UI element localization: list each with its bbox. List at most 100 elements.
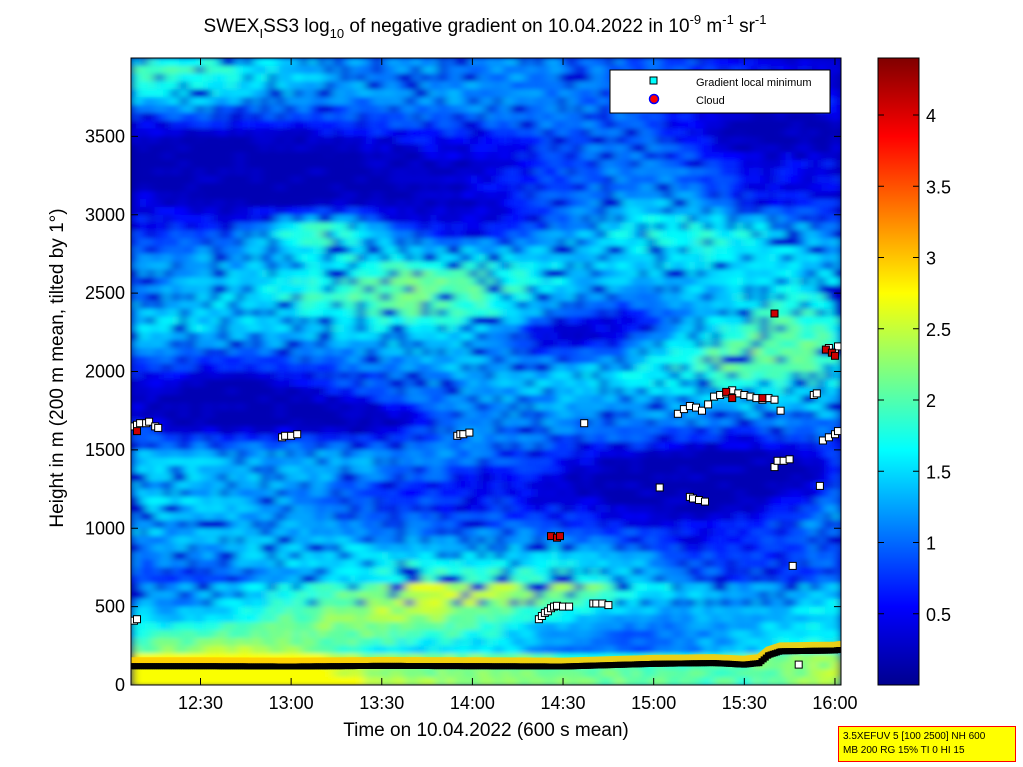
- heatmap-cell: [736, 120, 746, 130]
- heatmap-cell: [510, 97, 520, 107]
- heatmap-cell: [647, 293, 657, 302]
- heatmap-cell: [429, 473, 439, 483]
- heatmap-cell: [550, 191, 560, 201]
- heatmap-cell: [719, 418, 730, 428]
- heatmap-cell: [598, 332, 609, 342]
- heatmap-cell: [405, 269, 415, 279]
- heatmap-cell: [147, 58, 157, 67]
- heatmap-cell: [816, 222, 826, 232]
- heatmap-cell: [252, 434, 262, 444]
- heatmap-cell: [752, 426, 762, 436]
- heatmap-cell: [574, 496, 584, 506]
- heatmap-cell: [534, 167, 544, 177]
- heatmap-cell: [364, 230, 375, 240]
- heatmap-cell: [534, 347, 544, 357]
- heatmap-cell: [461, 253, 471, 263]
- heatmap-cell: [219, 347, 229, 357]
- heatmap-cell: [260, 308, 270, 318]
- heatmap-cell: [655, 473, 665, 483]
- heatmap-cell: [582, 340, 592, 349]
- heatmap-cell: [679, 473, 689, 483]
- heatmap-cell: [558, 418, 568, 428]
- heatmap-cell: [663, 206, 673, 216]
- heatmap-cell: [203, 112, 213, 122]
- heatmap-cell: [590, 293, 600, 302]
- heatmap-cell: [752, 222, 762, 232]
- heatmap-cell: [615, 418, 625, 428]
- heatmap-cell: [582, 442, 592, 451]
- heatmap-cell: [381, 65, 391, 75]
- heatmap-cell: [356, 285, 366, 295]
- heatmap-cell: [574, 387, 584, 397]
- heatmap-cell: [179, 418, 189, 428]
- heatmap-cell: [203, 395, 213, 404]
- heatmap-cell: [300, 89, 310, 99]
- heatmap-cell: [219, 418, 229, 428]
- heatmap-cell: [494, 285, 504, 295]
- heatmap-cell: [631, 308, 641, 318]
- heatmap-cell: [284, 340, 294, 349]
- heatmap-cell: [203, 261, 213, 271]
- heatmap-cell: [252, 97, 262, 107]
- heatmap-cell: [832, 465, 841, 475]
- heatmap-cell: [187, 426, 197, 436]
- heatmap-cell: [728, 277, 738, 287]
- heatmap-cell: [356, 332, 366, 342]
- heatmap-cell: [268, 363, 278, 373]
- heatmap-cell: [292, 442, 302, 451]
- heatmap-cell: [187, 277, 197, 287]
- heatmap-cell: [469, 434, 479, 444]
- heatmap-cell: [300, 308, 310, 318]
- heatmap-cell: [647, 261, 657, 271]
- heatmap-cell: [211, 277, 221, 287]
- heatmap-cell: [582, 300, 592, 310]
- heatmap-cell: [147, 128, 157, 138]
- heatmap-cell: [373, 89, 383, 99]
- heatmap-cell: [574, 238, 584, 248]
- heatmap-cell: [607, 269, 617, 279]
- heatmap-cell: [332, 159, 342, 169]
- heatmap-cell: [469, 449, 479, 459]
- heatmap-cell: [711, 489, 721, 498]
- heatmap-cell: [421, 300, 431, 310]
- heatmap-cell: [558, 128, 568, 138]
- heatmap-cell: [542, 128, 552, 138]
- heatmap-cell: [308, 293, 318, 302]
- heatmap-cell: [510, 379, 520, 389]
- heatmap-cell: [510, 426, 520, 436]
- heatmap-cell: [703, 449, 713, 459]
- heatmap-cell: [405, 285, 415, 295]
- heatmap-cell: [179, 269, 189, 279]
- heatmap-cell: [566, 347, 576, 357]
- heatmap-cell: [413, 222, 423, 232]
- heatmap-cell: [179, 434, 189, 444]
- heatmap-cell: [671, 371, 681, 381]
- heatmap-cell: [784, 238, 794, 248]
- heatmap-cell: [179, 308, 189, 318]
- heatmap-cell: [203, 371, 213, 381]
- heatmap-cell: [179, 426, 189, 436]
- heatmap-cell: [590, 465, 600, 475]
- heatmap-cell: [227, 159, 237, 169]
- heatmap-cell: [639, 152, 649, 161]
- heatmap-cell: [808, 363, 818, 373]
- heatmap-cell: [477, 340, 487, 349]
- heatmap-cell: [163, 465, 173, 475]
- heatmap-cell: [711, 308, 721, 318]
- heatmap-cell: [437, 347, 447, 357]
- heatmap-cell: [816, 152, 826, 161]
- heatmap-cell: [703, 238, 713, 248]
- heatmap-cell: [800, 152, 810, 161]
- heatmap-cell: [558, 152, 568, 161]
- heatmap-cell: [437, 120, 447, 130]
- heatmap-cell: [413, 457, 423, 467]
- heatmap-cell: [502, 152, 512, 161]
- heatmap-cell: [824, 175, 834, 185]
- heatmap-cell: [131, 316, 141, 326]
- heatmap-cell: [356, 261, 366, 271]
- heatmap-cell: [187, 449, 197, 459]
- heatmap-cell: [719, 489, 730, 498]
- heatmap-cell: [768, 473, 778, 483]
- heatmap-cell: [647, 340, 657, 349]
- heatmap-cell: [276, 261, 286, 271]
